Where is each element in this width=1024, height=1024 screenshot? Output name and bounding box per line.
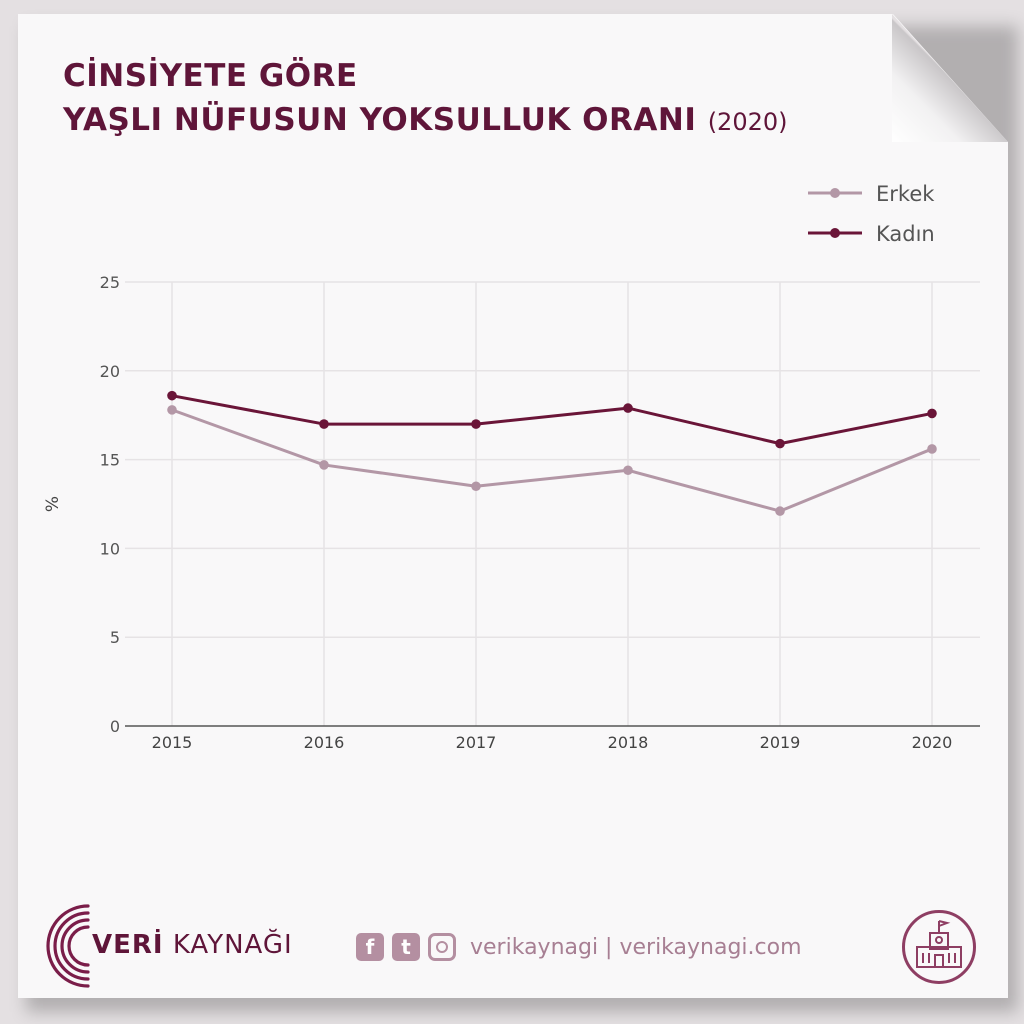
data-point-kadin — [167, 390, 177, 401]
y-tick-label: 5 — [110, 628, 120, 647]
x-tick-label: 2019 — [760, 733, 801, 752]
data-point-erkek — [167, 405, 177, 415]
facebook-icon[interactable]: f — [356, 933, 384, 961]
y-tick-label: 20 — [100, 362, 120, 381]
data-point-erkek — [623, 465, 633, 476]
twitter-icon[interactable]: t — [392, 933, 420, 961]
paper-card — [18, 14, 1008, 998]
data-point-kadin — [319, 419, 329, 429]
data-point-erkek — [775, 506, 785, 516]
x-tick-label: 2020 — [912, 733, 953, 752]
chart-title-line2: YAŞLI NÜFUSUN YOKSULLUK ORANI (2020) — [63, 98, 788, 144]
x-tick-label: 2015 — [152, 733, 193, 752]
legend-label: Kadın — [876, 222, 935, 246]
legend-label: Erkek — [876, 182, 935, 206]
y-tick-label: 10 — [100, 539, 120, 558]
data-point-kadin — [471, 419, 481, 429]
y-tick-label: 25 — [100, 273, 120, 292]
y-tick-label: 15 — [100, 451, 120, 470]
x-tick-label: 2016 — [304, 733, 345, 752]
brand-name-rest: KAYNAĞI — [163, 930, 293, 960]
chart-title-main: YAŞLI NÜFUSUN YOKSULLUK ORANI — [63, 102, 697, 138]
chart-title-year: (2020) — [707, 108, 788, 136]
data-point-erkek — [471, 481, 481, 492]
series-line-kadin — [171, 394, 933, 446]
legend-swatch-marker — [830, 228, 840, 238]
chart-title-line1: CİNSİYETE GÖRE — [63, 58, 358, 94]
data-point-kadin — [623, 403, 633, 413]
x-tick-label: 2017 — [456, 733, 497, 752]
instagram-icon[interactable] — [428, 933, 456, 961]
data-point-erkek — [319, 460, 329, 470]
chart-title: CİNSİYETE GÖRE YAŞLI NÜFUSUN YOKSULLUK O… — [63, 54, 788, 144]
brand-name-bold: VERİ — [92, 930, 164, 960]
data-point-kadin — [927, 408, 937, 419]
social-handle[interactable]: verikaynagi | verikaynagi.com — [470, 934, 802, 960]
series-line-erkek — [171, 408, 933, 513]
legend-swatch-marker — [830, 188, 840, 198]
x-tick-label: 2018 — [608, 733, 649, 752]
data-point-kadin — [775, 438, 785, 449]
social-links: f t verikaynagi | verikaynagi.com — [356, 933, 802, 961]
brand-name: VERİ KAYNAĞI — [92, 930, 293, 960]
school-icon-drawing — [916, 920, 962, 968]
y-tick-label: 0 — [110, 717, 120, 736]
veri-kaynagi-logo — [46, 904, 90, 988]
data-point-erkek — [927, 444, 937, 454]
y-axis-label: % — [43, 496, 63, 512]
school-icon — [902, 910, 976, 984]
